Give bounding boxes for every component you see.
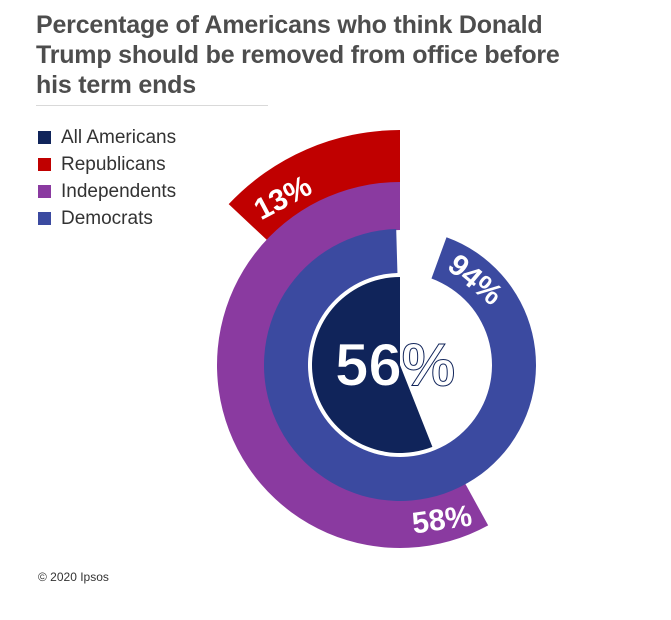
data-label-all-americans: 56% — [335, 332, 455, 399]
legend-item-democrats: Democrats — [38, 205, 176, 232]
legend-item-independents: Independents — [38, 178, 176, 205]
legend-item-all-americans: All Americans — [38, 124, 176, 151]
legend-label-independents: Independents — [61, 180, 177, 202]
bar-all-americans — [312, 277, 433, 453]
legend: All Americans Republicans Independents D… — [38, 124, 176, 232]
legend-label-republicans: Republicans — [61, 153, 166, 175]
bar-independents — [217, 182, 489, 548]
bar-republicans — [228, 130, 400, 253]
legend-swatch-republicans — [38, 158, 51, 171]
legend-item-republicans: Republicans — [38, 151, 176, 178]
legend-swatch-democrats — [38, 212, 51, 225]
legend-label-all-americans: All Americans — [61, 126, 177, 148]
title-divider — [36, 105, 268, 106]
chart-title: Percentage of Americans who think Donald… — [36, 11, 560, 99]
legend-label-democrats: Democrats — [61, 207, 153, 229]
legend-swatch-independents — [38, 185, 51, 198]
bar-democrats — [264, 229, 536, 501]
copyright-text: © 2020 Ipsos — [38, 570, 109, 584]
legend-swatch-all-americans — [38, 131, 51, 144]
